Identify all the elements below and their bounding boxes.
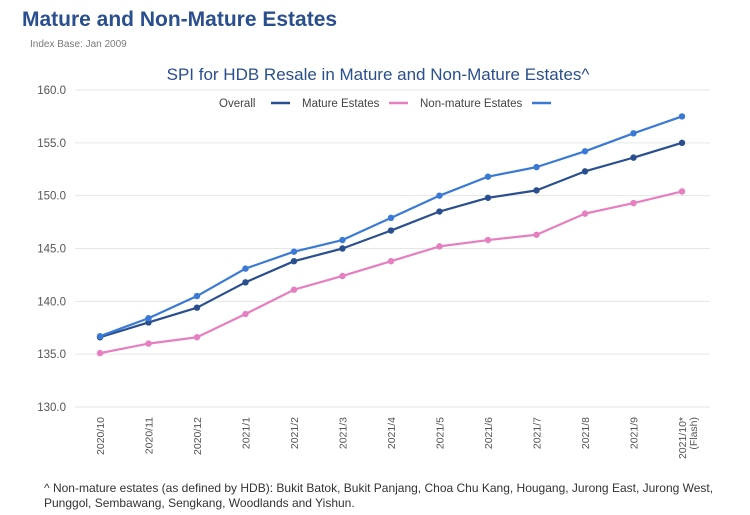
data-point (339, 245, 346, 252)
y-tick-label: 150.0 (37, 191, 66, 203)
data-point (678, 139, 686, 147)
series-line-2 (99, 115, 683, 338)
page-title: Mature and Non-Mature Estates (22, 8, 338, 31)
x-tick-label: 2020/12 (192, 417, 204, 455)
x-tick-label: 2021/6 (483, 417, 495, 449)
data-point (533, 187, 540, 194)
data-point (436, 243, 443, 250)
legend-label: Overall (219, 98, 255, 110)
data-point (533, 163, 540, 171)
data-point (436, 208, 443, 215)
x-tick-label: 2021/5 (435, 417, 447, 449)
data-point (145, 340, 152, 347)
line-chart: SPI for HDB Resale in Mature and Non-Mat… (37, 65, 710, 459)
x-tick-label: 2021/1 (241, 417, 253, 449)
data-point (581, 148, 589, 155)
x-tick-label: 2020/10 (95, 417, 107, 455)
y-tick-label: 160.0 (37, 85, 66, 97)
footnote: ^ Non-mature estates (as defined by HDB)… (44, 481, 714, 510)
x-tick-label: 2021/8 (580, 417, 592, 449)
y-tick-label: 130.0 (37, 402, 66, 414)
data-point (242, 265, 249, 272)
data-point (290, 286, 298, 293)
series-line-0 (99, 141, 683, 339)
y-tick-label: 135.0 (37, 349, 66, 361)
data-point (484, 236, 492, 244)
data-point (678, 188, 686, 195)
data-point (533, 231, 540, 238)
data-point (242, 279, 249, 286)
data-point (242, 310, 249, 318)
x-tick-label: 2020/11 (144, 417, 156, 454)
y-tick-label: 155.0 (37, 138, 66, 150)
x-tick-label: 2021/9 (629, 417, 641, 449)
x-tick-label: 2021/4 (386, 417, 398, 449)
data-point (484, 173, 492, 180)
data-point (581, 210, 589, 217)
data-point (145, 315, 152, 322)
data-point (678, 113, 686, 120)
data-point (339, 236, 346, 244)
data-point (193, 304, 201, 311)
data-point (387, 257, 395, 265)
data-point (436, 192, 443, 199)
legend-label: Non-mature Estates (420, 98, 523, 110)
data-point (387, 227, 395, 234)
y-tick-label: 145.0 (37, 244, 66, 256)
y-tick-label: 140.0 (37, 296, 66, 308)
page-subtitle: Index Base: Jan 2009 (30, 39, 127, 50)
data-point (630, 130, 637, 137)
data-point (193, 334, 201, 341)
x-tick-label: 2021/3 (338, 417, 350, 449)
chart-title: SPI for HDB Resale in Mature and Non-Mat… (167, 65, 590, 84)
legend-label: Mature Estates (302, 98, 380, 110)
x-tick-label: 2021/7 (532, 417, 544, 449)
data-point (339, 272, 346, 280)
x-tick-sublabel: (Flash) (688, 417, 700, 450)
data-point (290, 257, 298, 265)
data-point (96, 349, 104, 357)
data-point (630, 199, 637, 207)
x-tick-label: 2021/10* (677, 417, 689, 459)
data-point (96, 333, 104, 340)
data-point (387, 214, 395, 222)
x-tick-label: 2021/2 (289, 417, 301, 449)
data-point (193, 292, 201, 300)
data-point (630, 154, 637, 161)
data-point (484, 194, 492, 201)
data-point (581, 168, 589, 175)
data-point (290, 248, 298, 255)
